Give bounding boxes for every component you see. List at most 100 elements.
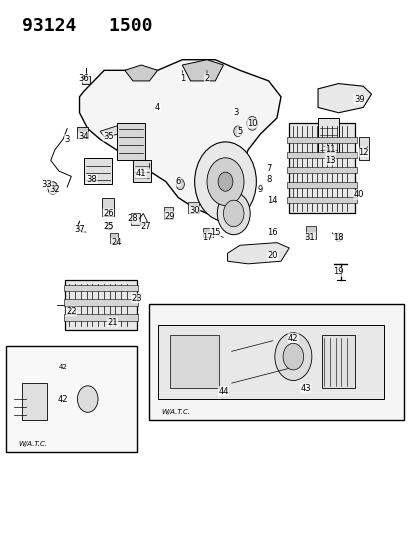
Text: 26: 26 (103, 209, 113, 218)
Bar (287, 197, 356, 203)
Bar (133, 160, 151, 182)
Bar (77, 127, 88, 138)
Bar (188, 202, 198, 214)
Text: 35: 35 (103, 132, 113, 141)
Bar (164, 207, 173, 219)
Text: 43: 43 (300, 384, 310, 393)
Text: 36: 36 (78, 74, 89, 83)
Bar (287, 137, 356, 143)
Text: 12: 12 (357, 148, 368, 157)
Bar (83, 158, 112, 184)
Bar (110, 233, 117, 243)
Bar (64, 300, 138, 306)
Text: 39: 39 (353, 95, 363, 104)
Circle shape (176, 179, 184, 190)
PathPatch shape (79, 60, 280, 214)
Text: 29: 29 (164, 212, 175, 221)
Circle shape (48, 182, 57, 195)
Text: 28: 28 (127, 214, 138, 223)
Circle shape (274, 333, 311, 381)
Text: 8: 8 (266, 174, 271, 183)
Text: 42: 42 (58, 394, 68, 403)
Bar (305, 225, 315, 239)
Text: W/A.T.C.: W/A.T.C. (161, 409, 190, 415)
Text: 27: 27 (140, 222, 150, 231)
Text: 23: 23 (131, 294, 142, 303)
Text: 11: 11 (324, 146, 335, 155)
PathPatch shape (317, 84, 370, 113)
Text: W/A.T.C.: W/A.T.C. (18, 441, 47, 447)
Text: 1: 1 (179, 74, 185, 83)
Bar (81, 76, 90, 84)
Text: 22: 22 (66, 307, 76, 316)
Text: 32: 32 (50, 185, 60, 194)
Bar (102, 198, 114, 216)
Bar (202, 228, 213, 237)
Text: 16: 16 (267, 228, 278, 237)
Text: 3: 3 (64, 135, 70, 144)
Bar (64, 285, 138, 291)
Bar (65, 280, 137, 330)
Text: 4: 4 (154, 103, 160, 112)
PathPatch shape (182, 60, 223, 81)
Text: 31: 31 (304, 233, 314, 242)
Bar (5, 346, 137, 452)
Text: 15: 15 (209, 228, 220, 237)
Text: 3: 3 (233, 108, 238, 117)
Circle shape (217, 192, 249, 235)
Text: 41: 41 (135, 169, 146, 178)
Text: 42: 42 (59, 364, 67, 370)
Text: 7: 7 (266, 164, 271, 173)
Text: 33: 33 (41, 180, 52, 189)
Text: 38: 38 (86, 174, 97, 183)
Text: 37: 37 (74, 225, 85, 234)
Text: 25: 25 (103, 222, 113, 231)
Circle shape (233, 126, 241, 136)
Bar (358, 136, 368, 160)
Circle shape (218, 172, 233, 191)
Bar (106, 222, 111, 229)
Text: 14: 14 (267, 196, 278, 205)
PathPatch shape (100, 126, 124, 136)
Text: 42: 42 (287, 334, 298, 343)
Text: 21: 21 (107, 318, 117, 327)
Bar (287, 167, 356, 173)
PathPatch shape (227, 243, 289, 264)
Text: 24: 24 (111, 238, 121, 247)
Bar (287, 152, 356, 158)
Circle shape (223, 200, 243, 227)
Bar (289, 123, 354, 214)
Text: 9: 9 (257, 185, 262, 194)
Bar (116, 123, 145, 160)
Circle shape (77, 386, 98, 413)
Circle shape (206, 158, 243, 206)
Bar (321, 335, 354, 389)
Text: 6: 6 (175, 177, 180, 186)
Text: 40: 40 (353, 190, 363, 199)
Circle shape (246, 116, 257, 130)
Text: 13: 13 (324, 156, 335, 165)
Circle shape (194, 142, 256, 221)
Text: 34: 34 (78, 132, 89, 141)
Bar (149, 304, 404, 420)
Text: 18: 18 (332, 233, 343, 242)
Bar (170, 335, 219, 389)
Bar (22, 383, 47, 420)
Text: 20: 20 (267, 252, 278, 261)
Text: 5: 5 (237, 127, 242, 136)
PathPatch shape (124, 65, 157, 81)
Text: 19: 19 (332, 268, 343, 276)
Bar (64, 314, 138, 320)
Circle shape (282, 343, 303, 370)
Circle shape (335, 233, 341, 241)
Bar (157, 325, 383, 399)
Text: 2: 2 (204, 74, 209, 83)
Bar (131, 214, 140, 225)
Text: 93124   1500: 93124 1500 (22, 17, 152, 35)
Text: 10: 10 (247, 119, 257, 128)
Text: 30: 30 (189, 206, 199, 215)
Text: 17: 17 (201, 233, 212, 242)
Text: 44: 44 (218, 386, 228, 395)
Bar (287, 182, 356, 188)
Bar (317, 118, 338, 152)
